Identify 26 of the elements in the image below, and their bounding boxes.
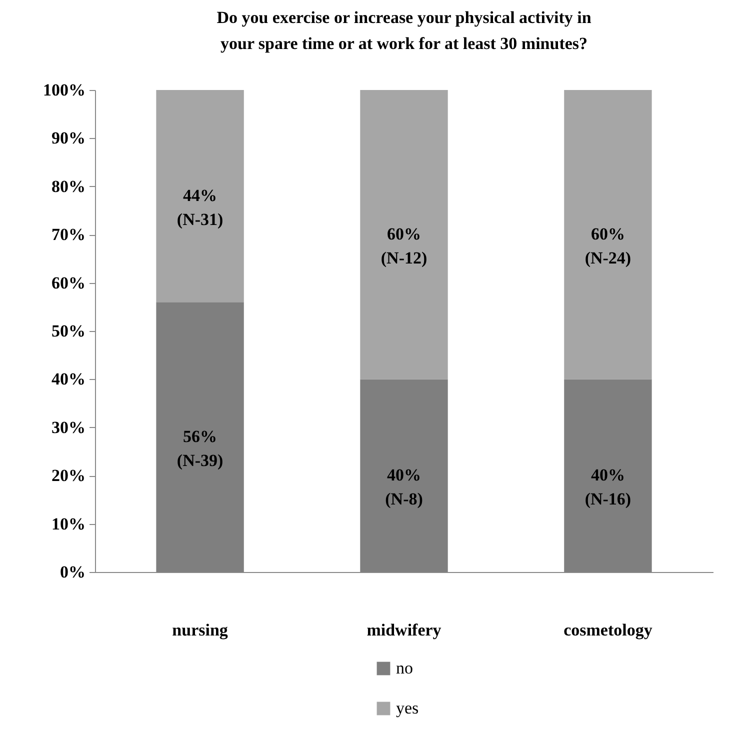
data-label: 60% (N-12) bbox=[380, 224, 428, 268]
bar bbox=[156, 90, 244, 302]
bar bbox=[360, 90, 448, 380]
data-label: 44% (N-31) bbox=[176, 186, 224, 230]
data-label: 40% (N-16) bbox=[584, 466, 632, 509]
x-tick-label: midwifery bbox=[366, 620, 442, 640]
legend-label: yes bbox=[396, 698, 419, 718]
chart-title: Do you exercise or increase your physical activity in your spare time or at work for at least 30 minutes? bbox=[216, 8, 592, 53]
x-tick-label: cosmetology bbox=[564, 620, 653, 640]
y-tick-label: 90% bbox=[52, 128, 86, 148]
data-label: 56% (N-39) bbox=[176, 427, 224, 470]
y-tick-label: 100% bbox=[43, 80, 86, 100]
y-tick-label: 30% bbox=[52, 418, 86, 437]
data-label: 60% (N-24) bbox=[584, 224, 632, 268]
y-tick-label: 0% bbox=[60, 562, 86, 582]
y-tick-label: 50% bbox=[52, 322, 86, 340]
x-tick-label: nursing bbox=[172, 620, 228, 640]
data-label: 40% (N-8) bbox=[385, 466, 423, 509]
y-tick-label: 20% bbox=[52, 466, 86, 486]
y-tick-label: 80% bbox=[52, 176, 86, 196]
y-tick-label: 60% bbox=[52, 273, 86, 292]
bar bbox=[564, 90, 652, 380]
y-tick-label: 70% bbox=[52, 225, 86, 244]
y-tick-label: 40% bbox=[52, 370, 86, 389]
legend-label: no bbox=[396, 658, 413, 678]
y-tick-label: 10% bbox=[52, 514, 86, 534]
